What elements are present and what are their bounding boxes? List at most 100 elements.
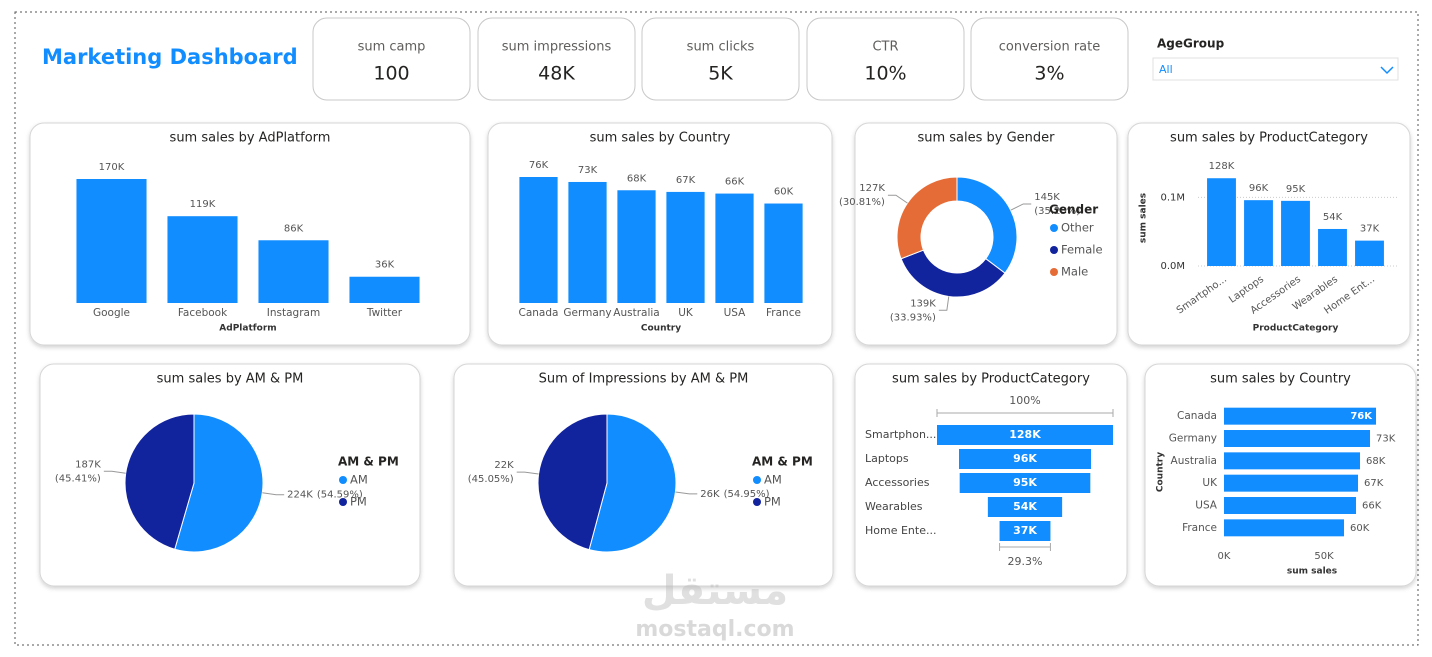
slice <box>124 413 195 550</box>
funnel-percent-label: 29.3% <box>1008 555 1043 568</box>
value-label: 95K <box>1286 184 1306 195</box>
x-tick-label: Twitter <box>366 307 403 319</box>
leader-line <box>516 471 539 475</box>
slice <box>896 176 958 260</box>
leader-line <box>938 296 950 311</box>
x-tick-label: Australia <box>613 307 659 319</box>
bar <box>1318 228 1347 266</box>
percent-label: (45.05%) <box>468 474 514 485</box>
chart-title: sum sales by Country <box>1210 372 1351 387</box>
x-tick-label: Google <box>93 307 130 319</box>
funnel-bar <box>959 449 1091 469</box>
chart-title: sum sales by ProductCategory <box>1170 131 1368 146</box>
legend-title: AM & PM <box>752 455 813 469</box>
funnel-category: Home Ente... <box>865 524 936 537</box>
legend-marker <box>1050 224 1058 232</box>
slice <box>174 413 264 553</box>
legend-marker <box>1050 268 1058 276</box>
legend-marker <box>1050 246 1058 254</box>
funnel-value-label: 95K <box>1013 476 1037 489</box>
y-tick-label: UK <box>1202 477 1218 489</box>
funnel-value-label: 37K <box>1013 524 1037 537</box>
value-label: 187K <box>75 459 101 470</box>
value-label: 96K <box>1249 183 1269 194</box>
value-label: 37K <box>1360 224 1380 235</box>
bar <box>617 190 656 303</box>
leader-line <box>887 194 908 204</box>
kpi-value: 48K <box>538 63 575 85</box>
value-label: 86K <box>284 223 304 234</box>
value-label: 170K <box>99 162 125 173</box>
value-label: 68K <box>1366 456 1386 467</box>
chart-title: sum sales by AdPlatform <box>170 131 331 146</box>
y-tick-label: Australia <box>1171 455 1217 467</box>
funnel-category: Smartphon... <box>865 428 936 441</box>
funnel-percent-label: 100% <box>1009 394 1040 407</box>
x-tick-label: Instagram <box>267 307 320 319</box>
kpi-card <box>477 17 636 101</box>
y-tick-label: 0.1M <box>1160 192 1185 203</box>
legend-label: Female <box>1061 243 1103 257</box>
x-tick-label: 50K <box>1314 551 1334 562</box>
bar <box>1244 200 1273 266</box>
bar <box>568 181 607 303</box>
funnel-bar <box>937 425 1113 445</box>
bar <box>1224 497 1356 514</box>
value-label: 139K <box>910 298 936 309</box>
kpi-value: 100 <box>373 63 409 85</box>
x-tick-label: Germany <box>563 307 611 319</box>
kpi-label: CTR <box>872 40 898 55</box>
kpi-value: 3% <box>1034 63 1064 85</box>
kpi-label: sum clicks <box>687 40 755 55</box>
bar <box>258 240 329 303</box>
percent-label: (33.93%) <box>890 312 936 323</box>
bar <box>1224 430 1370 447</box>
watermark-url: mostaql.com <box>635 617 794 642</box>
value-label: 224K (54.59%) <box>287 490 363 501</box>
legend-label: AM <box>350 473 368 487</box>
value-label: 119K <box>190 199 216 210</box>
value-label: 73K <box>578 165 598 176</box>
x-tick-label: USA <box>724 307 747 319</box>
legend-title: AM & PM <box>338 455 399 469</box>
kpi-card <box>312 17 471 101</box>
x-tick-label: Canada <box>519 307 559 319</box>
slicer-chevron[interactable] <box>1380 66 1394 75</box>
percent-label: (45.41%) <box>55 473 101 484</box>
bar <box>1224 407 1376 425</box>
legend-marker <box>339 476 347 484</box>
bar <box>666 191 705 303</box>
value-label: 76K <box>529 160 549 171</box>
kpi-card <box>970 17 1129 101</box>
funnel-value-label: 96K <box>1013 452 1037 465</box>
kpi-value: 5K <box>708 63 733 85</box>
leader-line <box>675 491 698 495</box>
y-tick-label: 0.0M <box>1160 261 1185 272</box>
slice <box>956 176 1018 274</box>
funnel-bar <box>987 497 1063 517</box>
x-tick-label: UK <box>678 307 694 319</box>
x-axis-label: AdPlatform <box>219 324 276 334</box>
slicer-label: AgeGroup <box>1157 37 1225 51</box>
bar <box>1224 474 1358 492</box>
value-label: 145K <box>1034 192 1060 203</box>
slice <box>537 413 608 551</box>
value-label: 68K <box>627 173 647 184</box>
slicer-box[interactable] <box>1152 57 1399 81</box>
y-axis-label: Country <box>1156 452 1166 492</box>
kpi-label: sum camp <box>358 40 426 55</box>
x-tick-label: France <box>766 307 801 319</box>
value-label: 66K <box>725 177 745 188</box>
value-label: 60K <box>1350 523 1370 534</box>
funnel-bar <box>999 521 1051 541</box>
slicer-value[interactable]: All <box>1159 63 1173 76</box>
kpi-value: 10% <box>864 63 906 85</box>
value-label: 127K <box>859 183 885 194</box>
bar <box>1281 200 1310 266</box>
y-axis-label: sum sales <box>1139 193 1149 243</box>
slice <box>588 413 677 553</box>
value-label: 73K <box>1376 434 1396 445</box>
legend-label: PM <box>350 495 367 509</box>
bar <box>349 276 420 303</box>
